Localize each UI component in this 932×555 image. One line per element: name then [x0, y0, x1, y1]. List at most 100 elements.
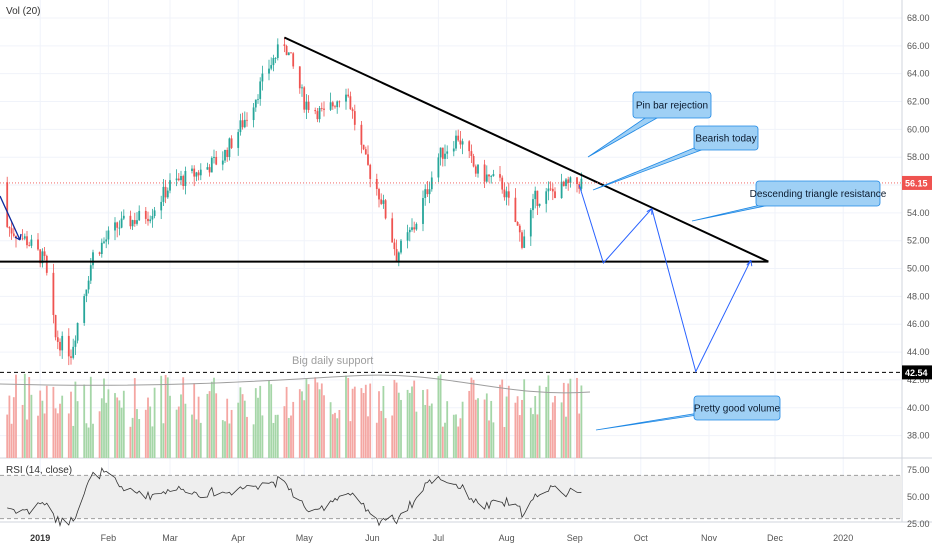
volume-bar: [114, 393, 116, 458]
candle-body: [538, 203, 541, 206]
candle-body: [239, 120, 242, 133]
volume-bar: [56, 413, 59, 458]
rsi-indicator-label[interactable]: RSI (14, close): [6, 465, 72, 476]
candle-body: [120, 218, 123, 228]
callout-box: [693, 395, 781, 421]
volume-bar: [43, 413, 46, 458]
candle-body: [507, 191, 510, 198]
volume-bar: [364, 384, 367, 458]
volume-bar: [428, 405, 431, 458]
volume-bar: [23, 373, 26, 458]
candle-body: [380, 199, 383, 204]
volume-bar: [514, 402, 517, 458]
volume-bar: [516, 396, 519, 458]
volume-bar: [144, 409, 147, 458]
candle-body: [516, 222, 519, 226]
pin-bar-callout[interactable]: Pin bar rejection: [587, 91, 712, 158]
candle-body: [193, 168, 196, 177]
candle-body: [529, 210, 532, 237]
volume-bar: [413, 380, 416, 458]
candle-body: [21, 238, 24, 240]
candle-body: [166, 190, 169, 198]
candle-body: [362, 144, 365, 150]
volume-bar: [162, 423, 165, 458]
volume-bar: [567, 383, 570, 458]
volume-bar: [455, 414, 457, 458]
candle-body: [52, 272, 55, 316]
candle-body: [349, 96, 352, 110]
volume-bar: [292, 401, 295, 458]
volume-bar: [287, 417, 290, 458]
time-tick-label: Sep: [567, 533, 583, 543]
trendlines[interactable]: [0, 36, 902, 374]
volume-bar: [580, 385, 583, 458]
callouts[interactable]: Pin bar rejection Bearish today Descending…: [587, 91, 887, 431]
volume-bar: [147, 397, 149, 458]
candle-body: [459, 140, 462, 145]
volume-bar: [118, 400, 121, 458]
projection-arrowhead: [646, 208, 653, 215]
volume-bar: [338, 409, 341, 458]
candle-body: [347, 94, 350, 97]
candle-body: [74, 340, 77, 347]
candle-body: [514, 197, 517, 223]
volume-bar: [380, 410, 383, 458]
volume-bar: [107, 389, 110, 458]
volume-bar: [391, 415, 394, 458]
volume-bar: [457, 426, 460, 458]
candle-body: [195, 172, 198, 177]
candle-body: [246, 119, 248, 121]
volume-bar: [397, 392, 400, 458]
volume-bar: [246, 416, 248, 458]
volume-bar: [28, 377, 31, 458]
volume-bar: [61, 395, 64, 458]
volume-bar: [551, 402, 554, 458]
volume-indicator-label[interactable]: Vol (20): [6, 6, 40, 17]
volume-bar: [270, 384, 273, 458]
volume-callout[interactable]: Pretty good volume: [595, 395, 781, 431]
volume-bar: [499, 384, 501, 458]
volume-bar: [562, 382, 565, 458]
volume-bar: [534, 396, 537, 458]
triangle-resistance-callout[interactable]: Descending triangle resistance: [691, 180, 887, 222]
volume-bar: [230, 409, 233, 458]
candle-body: [554, 191, 556, 199]
volume-bar: [243, 400, 246, 458]
candle-body: [76, 322, 79, 341]
volume-bar: [116, 397, 119, 458]
volume-bar: [228, 423, 231, 458]
candle-body: [492, 174, 495, 177]
volume-bar: [45, 385, 48, 458]
candle-body: [303, 87, 306, 110]
volume-bar: [131, 417, 134, 458]
volume-bar: [41, 400, 44, 458]
candle-body: [490, 176, 493, 177]
candle-body: [237, 132, 240, 148]
volume-bar: [461, 401, 464, 458]
candle-body: [87, 280, 90, 290]
candle-body: [133, 220, 136, 224]
volume-bar: [254, 388, 257, 458]
candle-body: [56, 337, 59, 342]
candle-body: [472, 156, 475, 167]
rsi-tick-label: 25.00: [907, 519, 930, 529]
bearish-callout[interactable]: Bearish today: [592, 125, 759, 191]
candle-body: [316, 111, 319, 120]
candle-body: [499, 174, 501, 178]
volume-bar: [76, 401, 79, 458]
volume-bar: [554, 395, 556, 458]
candle-body: [307, 101, 310, 111]
volume-bar: [120, 407, 123, 458]
volume-bar: [199, 422, 202, 458]
volume-bar: [213, 377, 215, 458]
candle-body: [411, 227, 413, 230]
volume-bar: [169, 395, 171, 458]
volume-bar: [488, 420, 490, 458]
volume-bar: [334, 412, 336, 458]
volume-bar: [483, 399, 486, 458]
volume-bar: [257, 397, 259, 458]
candle-body: [39, 249, 42, 264]
volume-bar: [89, 376, 92, 458]
candle-body: [518, 225, 521, 233]
